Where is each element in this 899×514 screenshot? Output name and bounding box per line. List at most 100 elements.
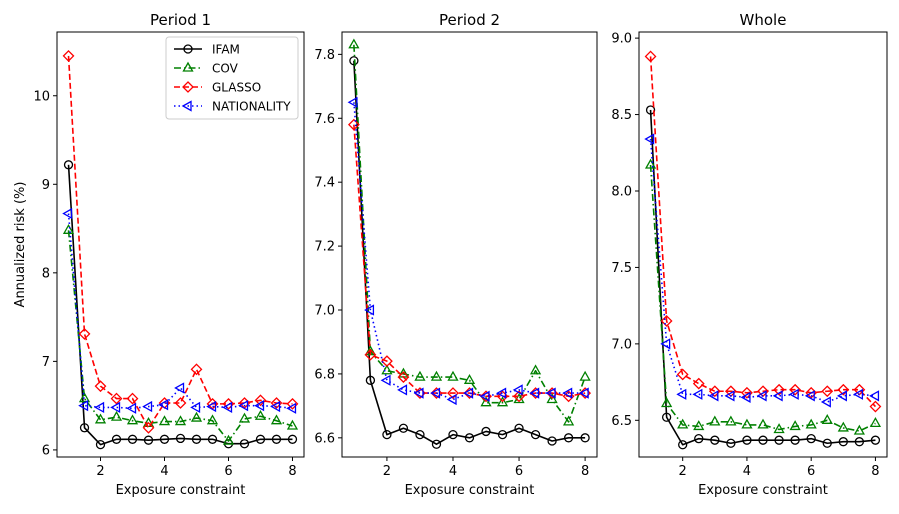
data-point-ifam [547, 436, 557, 446]
data-point-glasso [741, 386, 753, 399]
data-point-nationality [545, 387, 556, 399]
x-tick-label: 4 [160, 464, 168, 479]
data-point-nationality [94, 401, 105, 414]
series-nationality [347, 96, 589, 406]
data-point-ifam [143, 435, 154, 445]
data-point-ifam [415, 429, 425, 440]
y-tick-label: 9.0 [611, 32, 632, 47]
data-point-ifam [822, 438, 832, 448]
data-point-cov [644, 158, 657, 169]
panel-title: Whole [740, 11, 787, 29]
series-line-cov [353, 44, 586, 423]
data-point-ifam [774, 435, 784, 445]
series-nationality [62, 207, 297, 414]
series-line-cov [67, 230, 293, 442]
chart-panel-2: Period 2 2 4 6 8 6.6 6.8 7.0 7.2 7.4 7.6 7.8 Exposur… [314, 11, 598, 498]
data-point-nationality [578, 387, 589, 399]
data-point-nationality [496, 387, 507, 399]
data-point-glasso [142, 421, 155, 434]
data-point-nationality [78, 400, 89, 412]
legend-label: COV [212, 62, 239, 76]
data-point-cov [677, 418, 689, 429]
data-point-nationality [397, 384, 408, 396]
data-point-nationality [190, 401, 201, 414]
y-tick-label: 8.0 [611, 184, 632, 199]
data-point-cov [110, 410, 123, 421]
y-tick-label: 7 [42, 355, 50, 370]
data-point-nationality [853, 388, 864, 400]
data-point-ifam [870, 435, 881, 445]
data-point-nationality [463, 387, 474, 399]
data-point-glasso [869, 400, 882, 413]
plot-frame [56, 31, 305, 458]
x-axis-label: Exposure constraint [116, 483, 246, 498]
series-cov [348, 38, 591, 426]
data-point-nationality [206, 400, 217, 413]
series-line-glasso [353, 124, 586, 398]
data-point-ifam [448, 429, 458, 440]
data-point-nationality [836, 390, 847, 402]
y-tick-label: 7.8 [314, 48, 335, 63]
data-point-cov [837, 421, 849, 432]
data-point-cov [661, 397, 673, 408]
data-point-ifam [431, 439, 442, 449]
data-point-nationality [804, 390, 815, 402]
data-point-nationality [740, 391, 751, 403]
data-point-ifam [710, 435, 720, 445]
legend-marker [182, 81, 194, 93]
panel-title: Period 2 [439, 11, 500, 29]
data-point-cov [447, 370, 459, 381]
data-point-cov [254, 409, 267, 420]
data-point-nationality [562, 387, 573, 399]
data-point-nationality [660, 338, 671, 350]
data-point-nationality [380, 374, 391, 386]
data-point-nationality [756, 390, 767, 402]
data-point-cov [126, 414, 139, 425]
legend-label: GLASSO [212, 81, 261, 95]
data-point-cov [757, 418, 769, 429]
data-point-ifam [514, 423, 524, 433]
data-point-ifam [481, 426, 491, 437]
data-point-ifam [726, 438, 736, 448]
data-point-glasso [94, 380, 107, 393]
data-point-ifam [271, 434, 282, 444]
legend-box [165, 36, 299, 120]
data-point-ifam [349, 56, 359, 66]
data-point-nationality [708, 390, 719, 402]
chart-panel-3: Whole 2 4 6 8 6.5 7.0 7.5 8.0 8.5 9.0 Exposure cons… [611, 11, 888, 498]
data-point-ifam [239, 439, 250, 449]
data-point-cov [562, 415, 575, 426]
data-point-glasso [676, 368, 689, 381]
data-point-ifam [530, 429, 541, 440]
data-point-ifam [580, 433, 590, 443]
legend-marker [182, 61, 194, 72]
data-point-nationality [772, 390, 783, 402]
data-point-nationality [270, 400, 281, 413]
data-point-cov [190, 411, 203, 422]
data-point-glasso [364, 348, 377, 361]
series-cov [62, 224, 299, 445]
y-tick-label: 6.6 [314, 431, 335, 446]
data-point-cov [414, 370, 426, 381]
data-point-glasso [773, 383, 785, 396]
y-tick-label: 7.0 [314, 304, 335, 319]
data-point-cov [579, 370, 591, 381]
plot-frame [341, 31, 598, 458]
x-axis-label: Exposure constraint [698, 483, 828, 498]
data-point-nationality [446, 393, 457, 406]
x-tick-label: 6 [807, 464, 815, 479]
legend-entry-ifam: IFAM [174, 43, 240, 57]
data-point-cov [222, 434, 235, 445]
x-tick-label: 6 [515, 464, 523, 479]
series-nationality [644, 133, 880, 408]
data-point-glasso [174, 397, 187, 409]
data-point-nationality [512, 384, 523, 396]
data-point-cov [693, 420, 705, 431]
data-point-nationality [254, 400, 265, 412]
series-cov [644, 158, 882, 435]
data-point-cov [725, 415, 737, 426]
y-tick-label: 10 [33, 89, 50, 104]
data-point-nationality [529, 387, 540, 399]
series-line-ifam [67, 164, 293, 446]
x-tick-label: 2 [679, 464, 687, 479]
